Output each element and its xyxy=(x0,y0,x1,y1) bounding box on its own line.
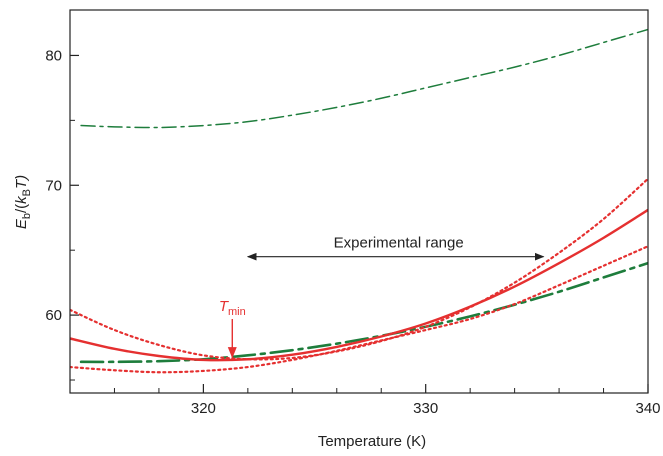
x-tick-label: 330 xyxy=(413,400,438,417)
x-tick-label: 340 xyxy=(635,400,660,417)
ticks: 320 330 340 60 70 80 xyxy=(45,47,660,417)
x-axis-title: Temperature (K) xyxy=(318,433,426,450)
experimental-range-label: Experimental range xyxy=(334,235,464,252)
series-line-red-solid xyxy=(70,208,648,362)
axes xyxy=(69,9,649,394)
series-line-green-dashdot-thin xyxy=(80,28,648,129)
y-title-sub1: b xyxy=(21,213,33,219)
tmin-label-sub: min xyxy=(228,306,246,318)
y-title-mid: /( xyxy=(13,204,30,213)
annotations: Experimental range Tmin xyxy=(219,235,545,359)
tmin-label: Tmin xyxy=(219,298,246,318)
series-layer xyxy=(70,28,648,374)
y-tick-label: 60 xyxy=(45,307,62,324)
tmin-label-main: T xyxy=(219,298,230,315)
x-tick-label: 320 xyxy=(191,400,216,417)
y-title-main: E xyxy=(13,218,30,229)
plot-frame xyxy=(69,9,649,394)
y-title-sub2: B xyxy=(21,189,33,196)
series-line-red-dotted-upper xyxy=(70,177,648,361)
y-axis-title: Eb/(kBT) xyxy=(13,175,33,229)
y-tick-label: 80 xyxy=(45,47,62,64)
y-tick-label: 70 xyxy=(45,177,62,194)
y-title-k: k xyxy=(13,195,30,204)
series-line-green-dashdot-thick xyxy=(79,261,648,364)
series-line-red-dotted-lower xyxy=(70,245,648,374)
y-title-tail: T) xyxy=(13,175,30,189)
